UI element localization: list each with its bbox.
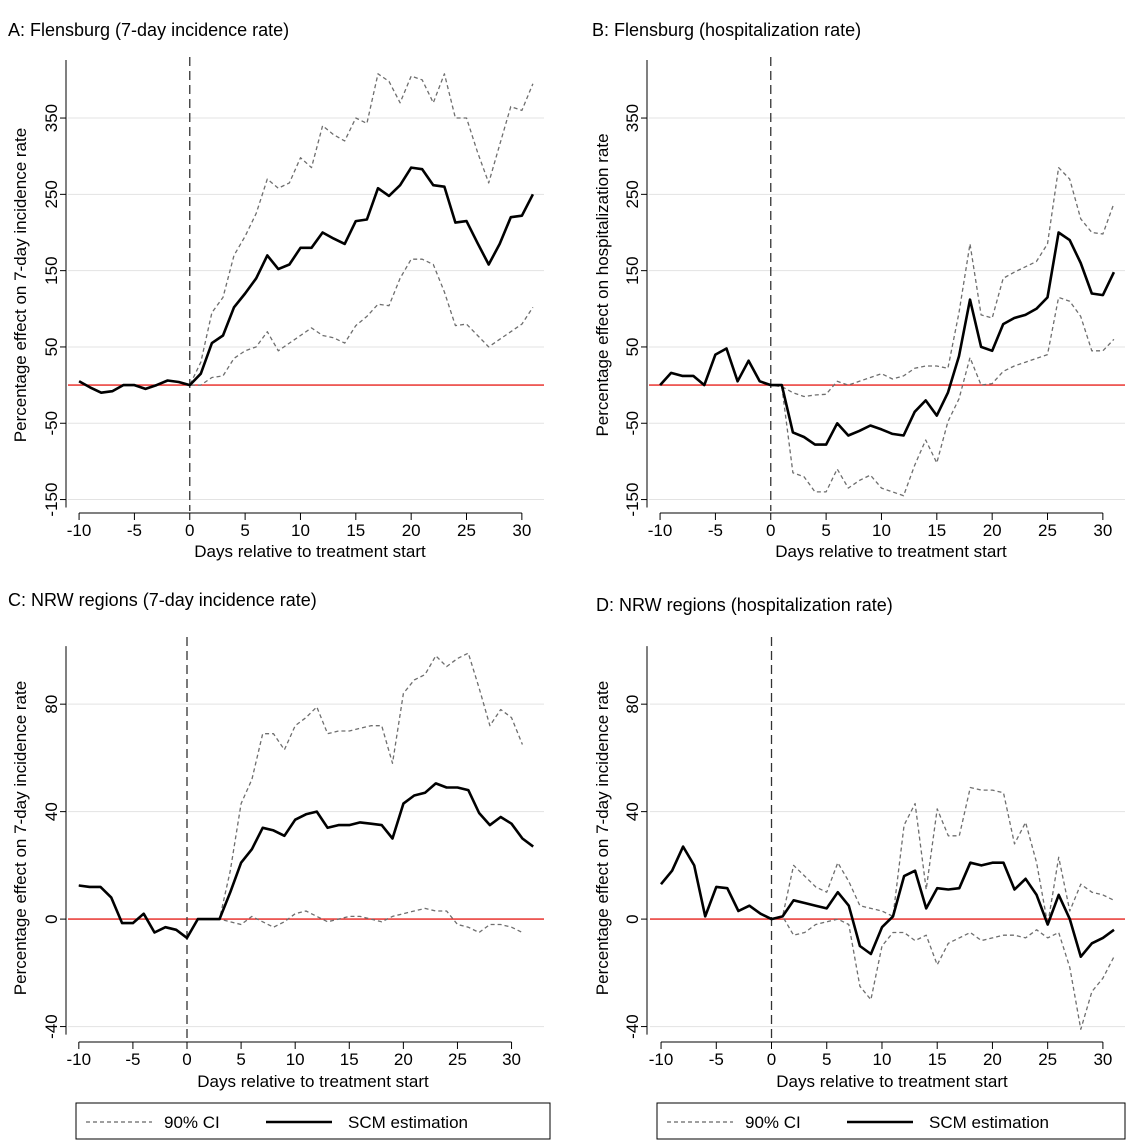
y-tick-label: -150 [623,483,642,517]
x-tick-label: -10 [648,521,673,540]
x-tick-label: 15 [927,521,946,540]
y-tick-label: 250 [623,180,642,208]
x-axis-label-b: Days relative to treatment start [775,542,1007,561]
x-tick-label: 0 [766,521,775,540]
x-tick-label: 5 [821,521,830,540]
x-tick-label: 15 [346,521,365,540]
x-tick-label: 10 [873,1050,892,1069]
ci-bound-line [78,258,534,394]
scm-estimation-line [78,782,534,940]
y-tick-label: -40 [42,1014,61,1039]
x-tick-label: 20 [983,521,1002,540]
y-axis-label-b: Percentage effect on hospitalization rat… [593,133,612,436]
x-tick-label: 20 [394,1050,413,1069]
x-tick-label: 15 [340,1050,359,1069]
x-tick-label: 5 [240,521,249,540]
x-tick-label: -10 [67,1050,92,1069]
legend-ci-label: 90% CI [745,1113,801,1132]
y-tick-label: 40 [42,802,61,821]
x-axis-label-c: Days relative to treatment start [197,1072,429,1091]
x-tick-label: 30 [512,521,531,540]
x-tick-label: 0 [767,1050,776,1069]
y-tick-label: 0 [42,914,61,923]
panel-a: A: Flensburg (7-day incidence rate) Perc… [8,20,544,561]
x-tick-label: 30 [502,1050,521,1069]
legend-right: 90% CI SCM estimation [656,1102,1126,1140]
x-axis-label-a: Days relative to treatment start [194,542,426,561]
scm-estimation-line [78,166,535,395]
ci-bound-line [660,845,1115,1030]
x-tick-label: 25 [1038,1050,1057,1069]
panel-title-c: C: NRW regions (7-day incidence rate) [8,590,317,610]
x-tick-label: -5 [127,521,142,540]
y-tick-label: 50 [623,337,642,356]
x-tick-label: 20 [402,521,421,540]
panel-title-a: A: Flensburg (7-day incidence rate) [8,20,289,40]
x-axis-label-d: Days relative to treatment start [776,1072,1008,1091]
y-tick-label: -150 [42,483,61,517]
y-tick-label: -40 [623,1014,642,1039]
y-tick-label: -50 [42,411,61,436]
y-tick-label: 150 [623,256,642,284]
legend-scm-label: SCM estimation [929,1113,1049,1132]
x-tick-label: 20 [983,1050,1002,1069]
x-tick-label: -5 [708,521,723,540]
ci-bound-line [660,786,1115,926]
y-axis-label-c: Percentage effect on 7-day incidence rat… [11,681,30,995]
y-tick-label: 350 [623,104,642,132]
x-tick-label: 25 [448,1050,467,1069]
y-tick-label: 0 [623,914,642,923]
ci-bound-line [659,296,1115,497]
y-tick-label: 250 [42,180,61,208]
panel-d: D: NRW regions (hospitalization rate) Pe… [593,595,1125,1091]
y-axis-label-a: Percentage effect on 7-day incidence rat… [11,128,30,442]
x-tick-label: 0 [185,521,194,540]
panel-title-b: B: Flensburg (hospitalization rate) [592,20,861,40]
x-tick-label: 15 [928,1050,947,1069]
x-tick-label: -10 [649,1050,674,1069]
x-tick-label: 0 [182,1050,191,1069]
scm-estimation-line [659,845,1115,959]
y-tick-label: 350 [42,104,61,132]
x-tick-label: 5 [822,1050,831,1069]
x-tick-label: 25 [457,521,476,540]
ci-bound-line [78,652,524,939]
x-tick-label: -5 [709,1050,724,1069]
x-tick-label: 10 [286,1050,305,1069]
legend-ci-label: 90% CI [164,1113,220,1132]
y-axis-label-d: Percentage effect on 7-day incidence rat… [593,681,612,995]
y-tick-label: -50 [623,411,642,436]
x-tick-label: 25 [1038,521,1057,540]
x-tick-label: -10 [67,521,92,540]
y-tick-label: 80 [42,695,61,714]
ci-bound-line [659,166,1115,398]
y-tick-label: 50 [42,337,61,356]
x-tick-label: 10 [291,521,310,540]
legend-left: 90% CI SCM estimation [75,1102,551,1140]
ci-bound-line [78,884,523,939]
ci-bound-line [78,73,534,394]
panel-title-d: D: NRW regions (hospitalization rate) [596,595,893,615]
legend-scm-label: SCM estimation [348,1113,468,1132]
y-tick-label: 80 [623,695,642,714]
y-tick-label: 40 [623,802,642,821]
y-tick-label: 150 [42,256,61,284]
x-tick-label: 5 [236,1050,245,1069]
x-tick-label: 10 [872,521,891,540]
panel-c: C: NRW regions (7-day incidence rate) Pe… [8,590,544,1091]
x-tick-label: 30 [1093,1050,1112,1069]
panel-b: B: Flensburg (hospitalization rate) Perc… [592,20,1125,561]
x-tick-label: -5 [125,1050,140,1069]
x-tick-label: 30 [1093,521,1112,540]
scm-estimation-line [659,231,1116,446]
